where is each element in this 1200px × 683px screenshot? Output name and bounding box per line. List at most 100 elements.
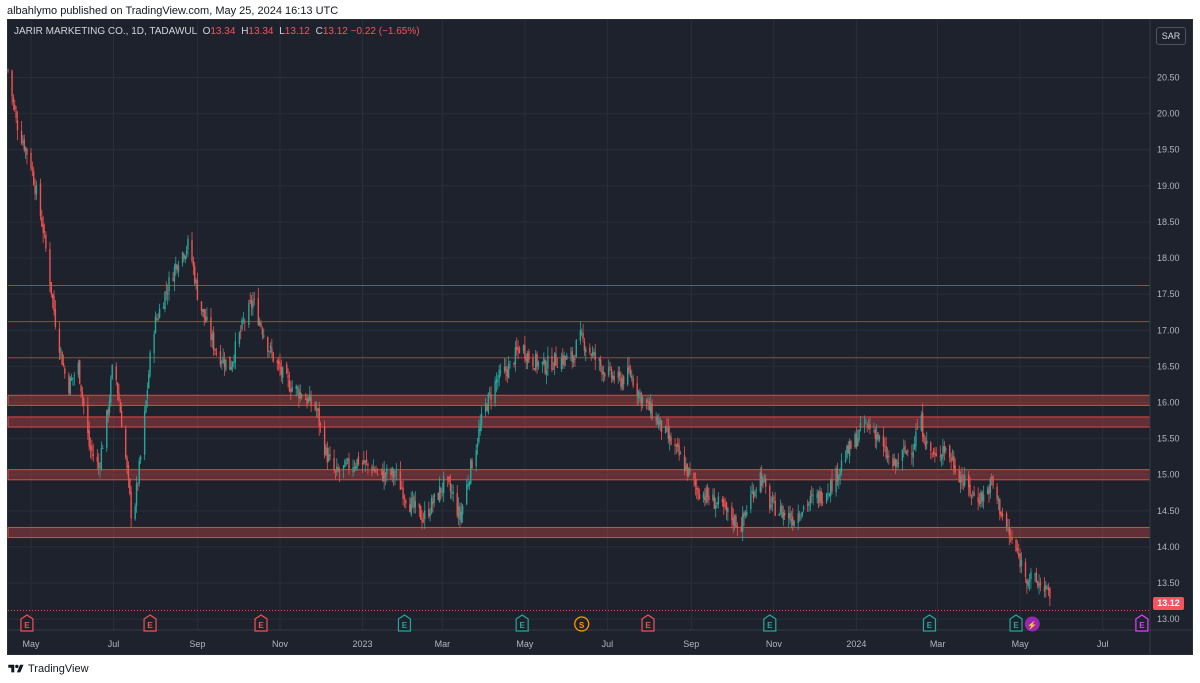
candle-body	[812, 495, 814, 497]
candle-body	[963, 475, 966, 486]
candle-body	[670, 436, 672, 445]
candle-body	[613, 376, 615, 381]
candle-body	[234, 341, 237, 363]
last-price-tag: 13.12	[1153, 597, 1184, 610]
candle-body	[731, 506, 733, 521]
candle-body	[488, 392, 491, 394]
candle-body	[797, 513, 799, 524]
event-marker: E	[1009, 614, 1023, 632]
candle-body	[537, 361, 540, 367]
candle-body	[746, 511, 748, 516]
candle-body	[1030, 572, 1032, 579]
candle-body	[570, 353, 572, 355]
candle-body	[382, 470, 384, 482]
candle-body	[771, 497, 774, 503]
candle-body	[277, 360, 280, 365]
candle-body	[241, 319, 243, 330]
candle-body	[866, 424, 868, 426]
candle-body	[621, 378, 623, 388]
candle-body	[346, 458, 349, 461]
candle-body	[72, 377, 74, 379]
candle-body	[1024, 562, 1027, 577]
candle-body	[467, 484, 469, 487]
candle-body	[497, 379, 499, 382]
x-tick-label: May	[22, 639, 40, 649]
candle-body	[168, 277, 170, 292]
candle-body	[310, 396, 312, 406]
candle-body	[725, 502, 728, 512]
candle-body	[424, 510, 426, 520]
candle-body	[609, 366, 611, 368]
candle-body	[35, 185, 38, 195]
candle-body	[223, 359, 226, 367]
candle-body	[242, 320, 245, 322]
candle-body	[798, 515, 801, 517]
candle-body	[788, 512, 790, 519]
candle-body	[97, 462, 100, 468]
candle-body	[528, 351, 530, 361]
candle-body	[620, 376, 622, 387]
candle-body	[724, 504, 726, 506]
candle-body	[130, 491, 132, 519]
candle-body	[560, 357, 563, 370]
x-tick-label: Jul	[1097, 639, 1109, 649]
candle-body	[604, 373, 606, 377]
candle-body	[678, 445, 680, 456]
candle-body	[836, 468, 839, 482]
candle-body	[990, 477, 993, 479]
candle-body	[935, 453, 937, 457]
candle-body	[39, 183, 42, 216]
candle-body	[470, 459, 472, 484]
candle-body	[522, 345, 525, 351]
x-tick-label: Jul	[108, 639, 120, 649]
candle-body	[149, 352, 151, 376]
candle-body	[903, 447, 905, 450]
footer-brand[interactable]: TradingView	[8, 663, 89, 675]
candle-body	[135, 483, 138, 506]
candle-body	[50, 282, 52, 294]
candle-body	[696, 487, 698, 490]
candle-body	[486, 405, 488, 411]
candle-body	[593, 351, 595, 355]
candle-body	[651, 404, 653, 420]
candle-body	[901, 449, 904, 462]
candle-body	[432, 501, 434, 505]
candle-body	[884, 445, 886, 447]
candle-body	[552, 368, 554, 370]
earnings-event-icon	[1135, 614, 1149, 632]
candle-body	[647, 401, 649, 403]
y-tick-label: 14.50	[1157, 506, 1180, 516]
candle-body	[742, 513, 744, 532]
candle-body	[12, 97, 15, 103]
y-tick-label: 20.50	[1157, 73, 1180, 83]
high-label: H	[241, 26, 249, 37]
candle-body	[271, 348, 273, 353]
candle-body	[636, 383, 638, 396]
change-value: −0.22 (−1.65%)	[350, 26, 420, 37]
candle-body	[781, 505, 783, 518]
candle-body	[162, 306, 165, 309]
candle-body	[22, 141, 24, 143]
currency-badge[interactable]: SAR	[1156, 27, 1186, 45]
candle-body	[212, 332, 215, 350]
candle-body	[452, 492, 454, 494]
candle-body	[547, 355, 549, 369]
candle-body	[367, 463, 369, 466]
candle-body	[344, 460, 346, 468]
candle-body	[206, 316, 208, 321]
event-marker-label: E	[1013, 621, 1019, 630]
candle-body	[598, 358, 600, 361]
candle-body	[819, 491, 821, 502]
candle-body	[513, 362, 515, 365]
candle-body	[326, 447, 329, 463]
candle-body	[102, 447, 104, 449]
candle-body	[503, 366, 506, 372]
candle-body	[267, 337, 269, 352]
candle-body	[414, 500, 416, 508]
candle-body	[129, 478, 131, 494]
candle-body	[126, 457, 128, 468]
candle-body	[157, 318, 159, 320]
candle-body	[187, 238, 189, 250]
candle-body	[184, 255, 186, 260]
